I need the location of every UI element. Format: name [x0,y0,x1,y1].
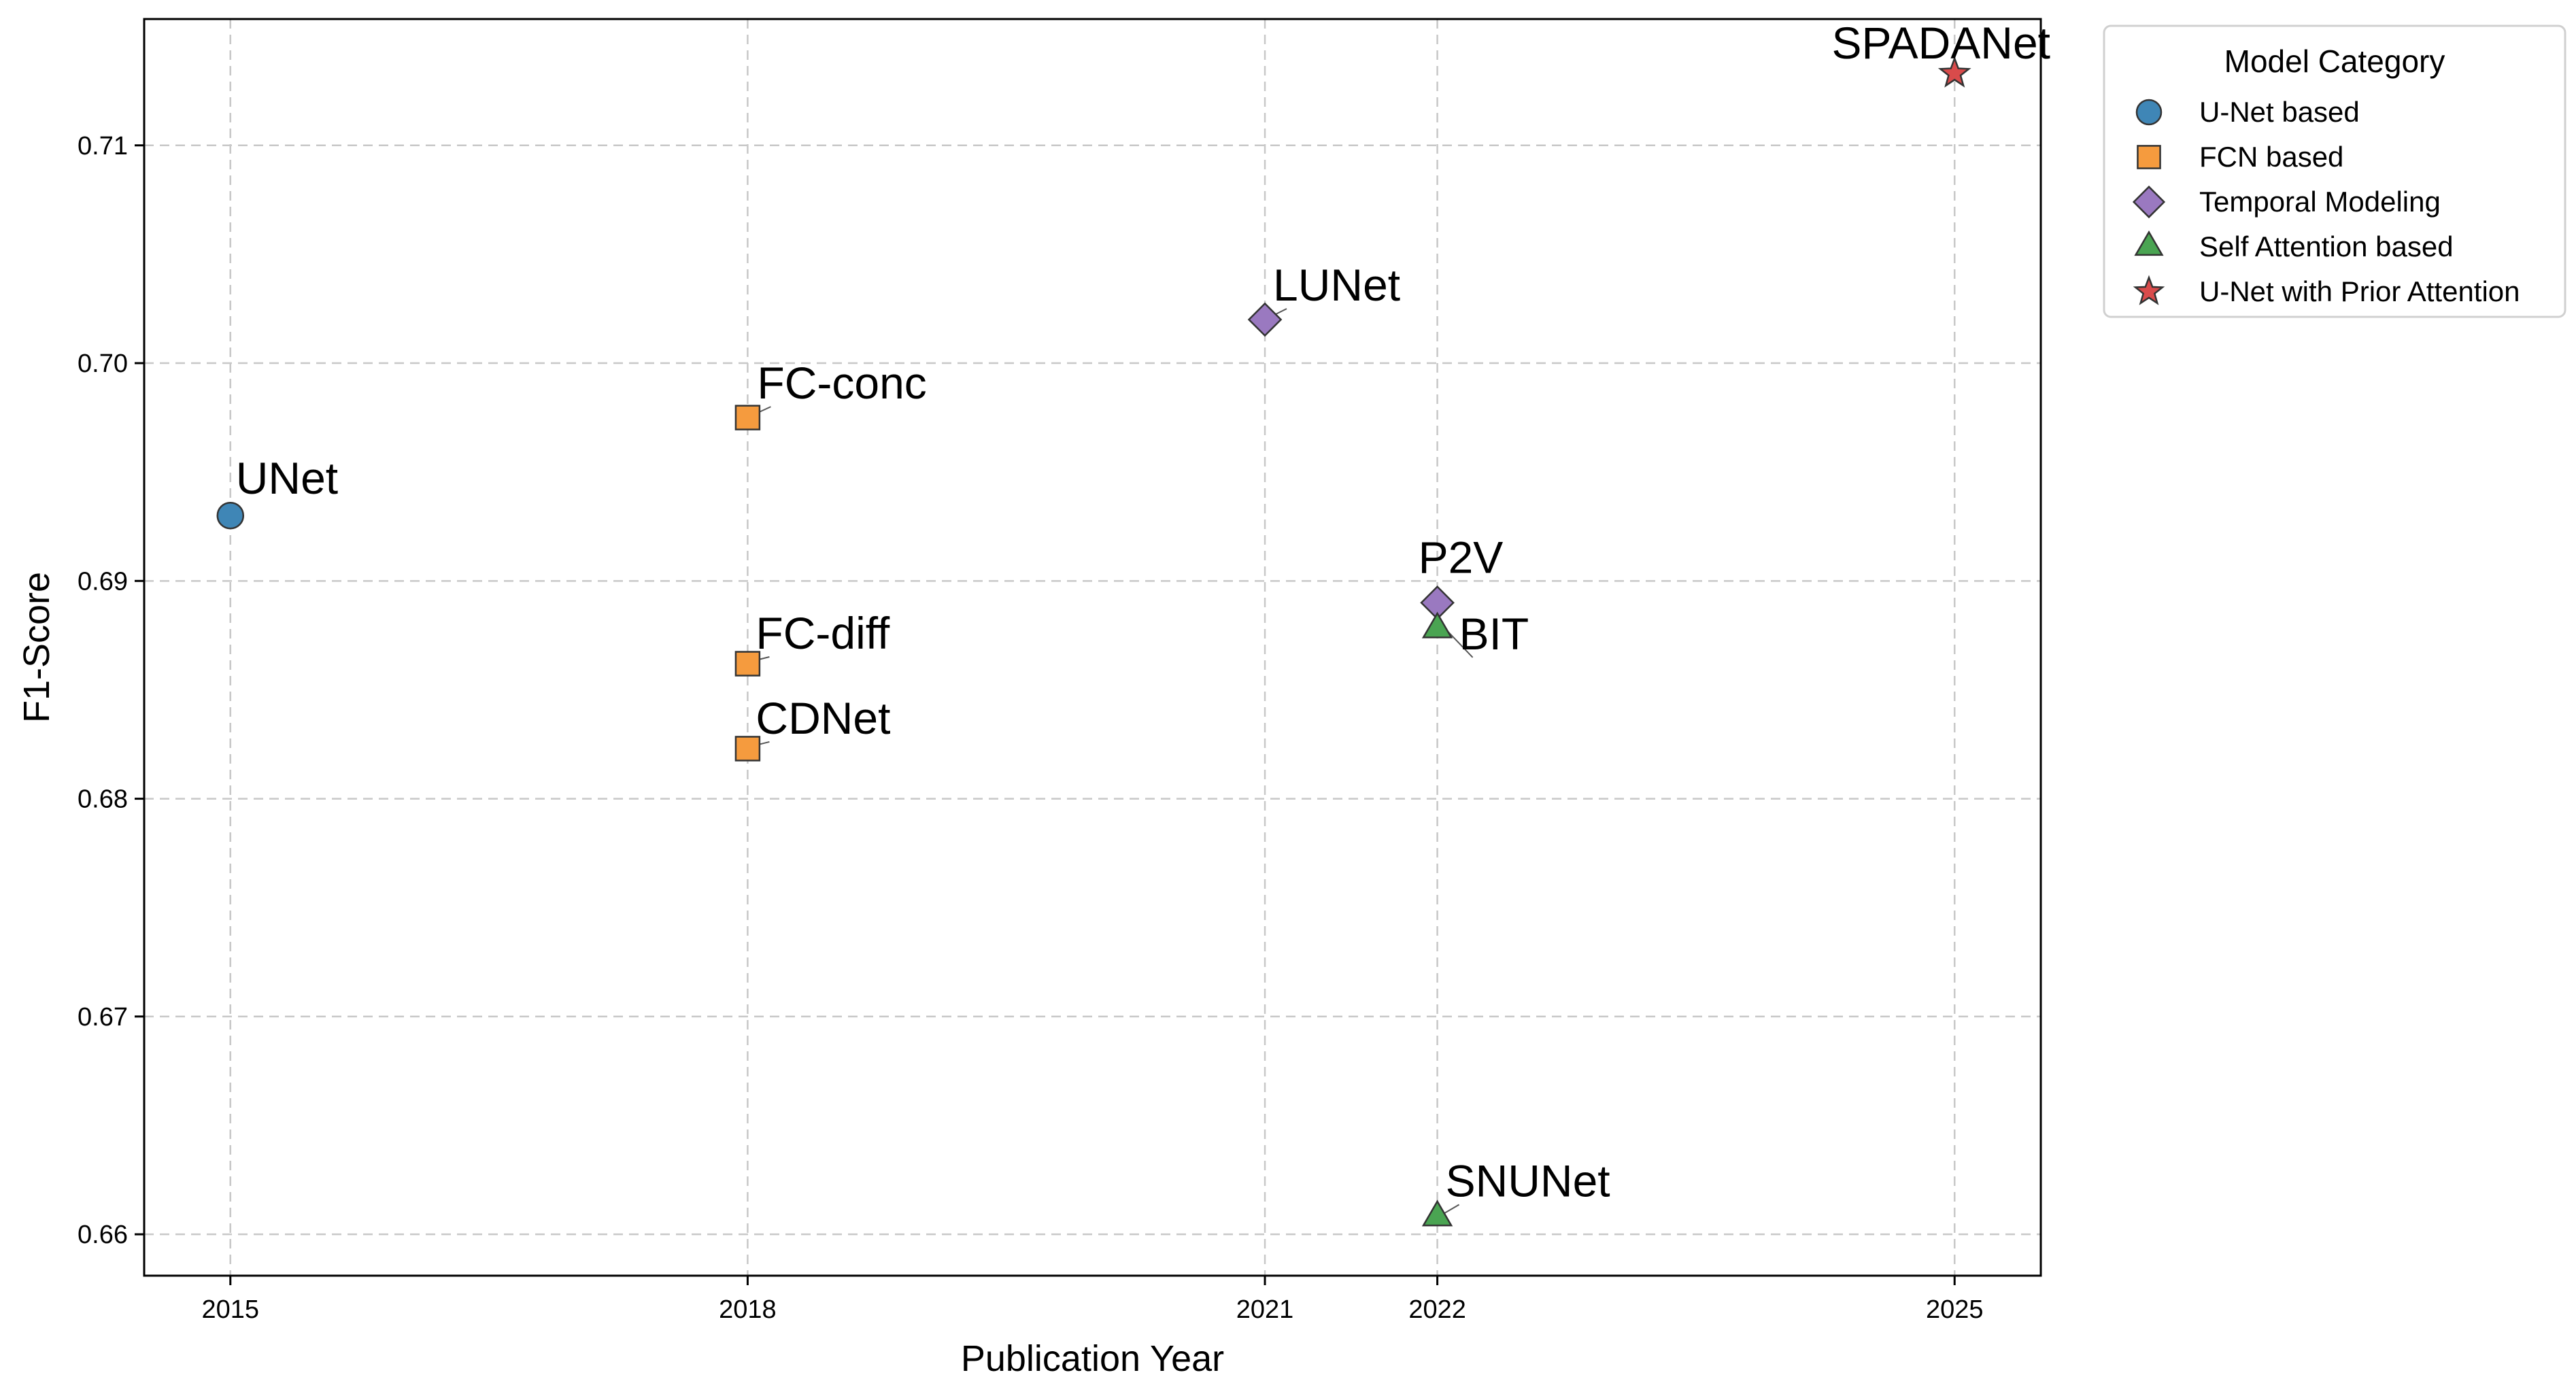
data-point-spadanet [1937,56,1971,88]
label-leaders [752,308,1474,1215]
data-points [216,56,1971,1227]
point-label-lunet: LUNet [1273,260,1400,310]
legend-item-u-net-with-prior-attention: U-Net with Prior Attention [2133,275,2520,307]
point-label-spadanet: SPADANet [1831,18,2050,68]
point-label-unet: UNet [236,453,338,503]
legend-item-self-attention-based: Self Attention based [2134,230,2454,262]
legend-marker-temporal-modeling [2132,185,2166,219]
legend-label-self-attention-based: Self Attention based [2199,231,2454,262]
point-label-p2v: P2V [1419,532,1504,582]
legend-marker-self-attention-based [2134,230,2164,256]
x-tick-label: 2015 [201,1295,259,1324]
point-label-bit: BIT [1459,609,1529,659]
series-self-attention-based [1421,611,1453,1227]
data-point-snunet [1421,1200,1453,1227]
x-tick-label: 2022 [1408,1295,1466,1324]
data-point-fc-diff [734,651,761,677]
legend-box [2103,24,2566,318]
point-labels: UNet FC-conc FC-diff CDNet LUNet P2V BIT SNUNet… [236,18,2050,1206]
label-leader-line [1442,1204,1460,1215]
y-axis-label: F1-Score [16,572,57,723]
point-label-cdnet: CDNet [756,693,890,743]
point-label-fc-conc: FC-conc [757,358,926,408]
data-point-lunet [1247,302,1283,337]
legend-title: Model Category [2224,44,2445,79]
point-label-snunet: SNUNet [1446,1156,1610,1206]
plot-frame [143,18,2042,1277]
data-point-cdnet [734,736,761,762]
data-point-bit [1421,611,1453,639]
y-tick-label: 0.69 [78,567,128,596]
x-axis-label: Publication Year [961,1338,1224,1379]
legend-label-u-net-with-prior-attention: U-Net with Prior Attention [2199,275,2520,307]
y-tick-label: 0.70 [78,350,128,378]
point-label-fc-diff: FC-diff [756,608,889,658]
axis-ticks: 2015 2018 2021 2022 2025 0.66 0.67 0.68 0.69 0.70… [78,132,1983,1324]
legend-label-u-net-based: U-Net based [2199,96,2360,128]
legend: Model Category U-Net based FCN based Tempo… [2103,24,2566,318]
x-tick-label: 2025 [1926,1295,1984,1324]
legend-marker-u-net-based [2135,99,2163,126]
legend-items: U-Net based FCN based Temporal Modeling Sel… [2132,96,2520,307]
legend-label-temporal-modeling: Temporal Modeling [2199,186,2441,218]
legend-marker-u-net-with-prior-attention [2133,275,2165,305]
data-point-fc-conc [734,405,761,430]
y-tick-label: 0.68 [78,785,128,814]
grid [144,19,2041,1276]
legend-label-fcn-based: FCN based [2199,141,2343,173]
y-tick-label: 0.67 [78,1003,128,1032]
series-fcn-based [734,405,761,762]
legend-item-fcn-based: FCN based [2137,141,2343,173]
legend-item-u-net-based: U-Net based [2135,96,2360,128]
series-u-net-with-prior-attention [1937,56,1971,88]
x-tick-label: 2018 [719,1295,777,1324]
x-tick-label: 2021 [1236,1295,1294,1324]
legend-item-temporal-modeling: Temporal Modeling [2132,185,2441,219]
y-tick-label: 0.66 [78,1221,128,1249]
series-u-net-based [216,501,245,530]
legend-marker-fcn-based [2137,145,2161,169]
y-tick-label: 0.71 [78,132,128,160]
data-point-unet [216,501,245,530]
